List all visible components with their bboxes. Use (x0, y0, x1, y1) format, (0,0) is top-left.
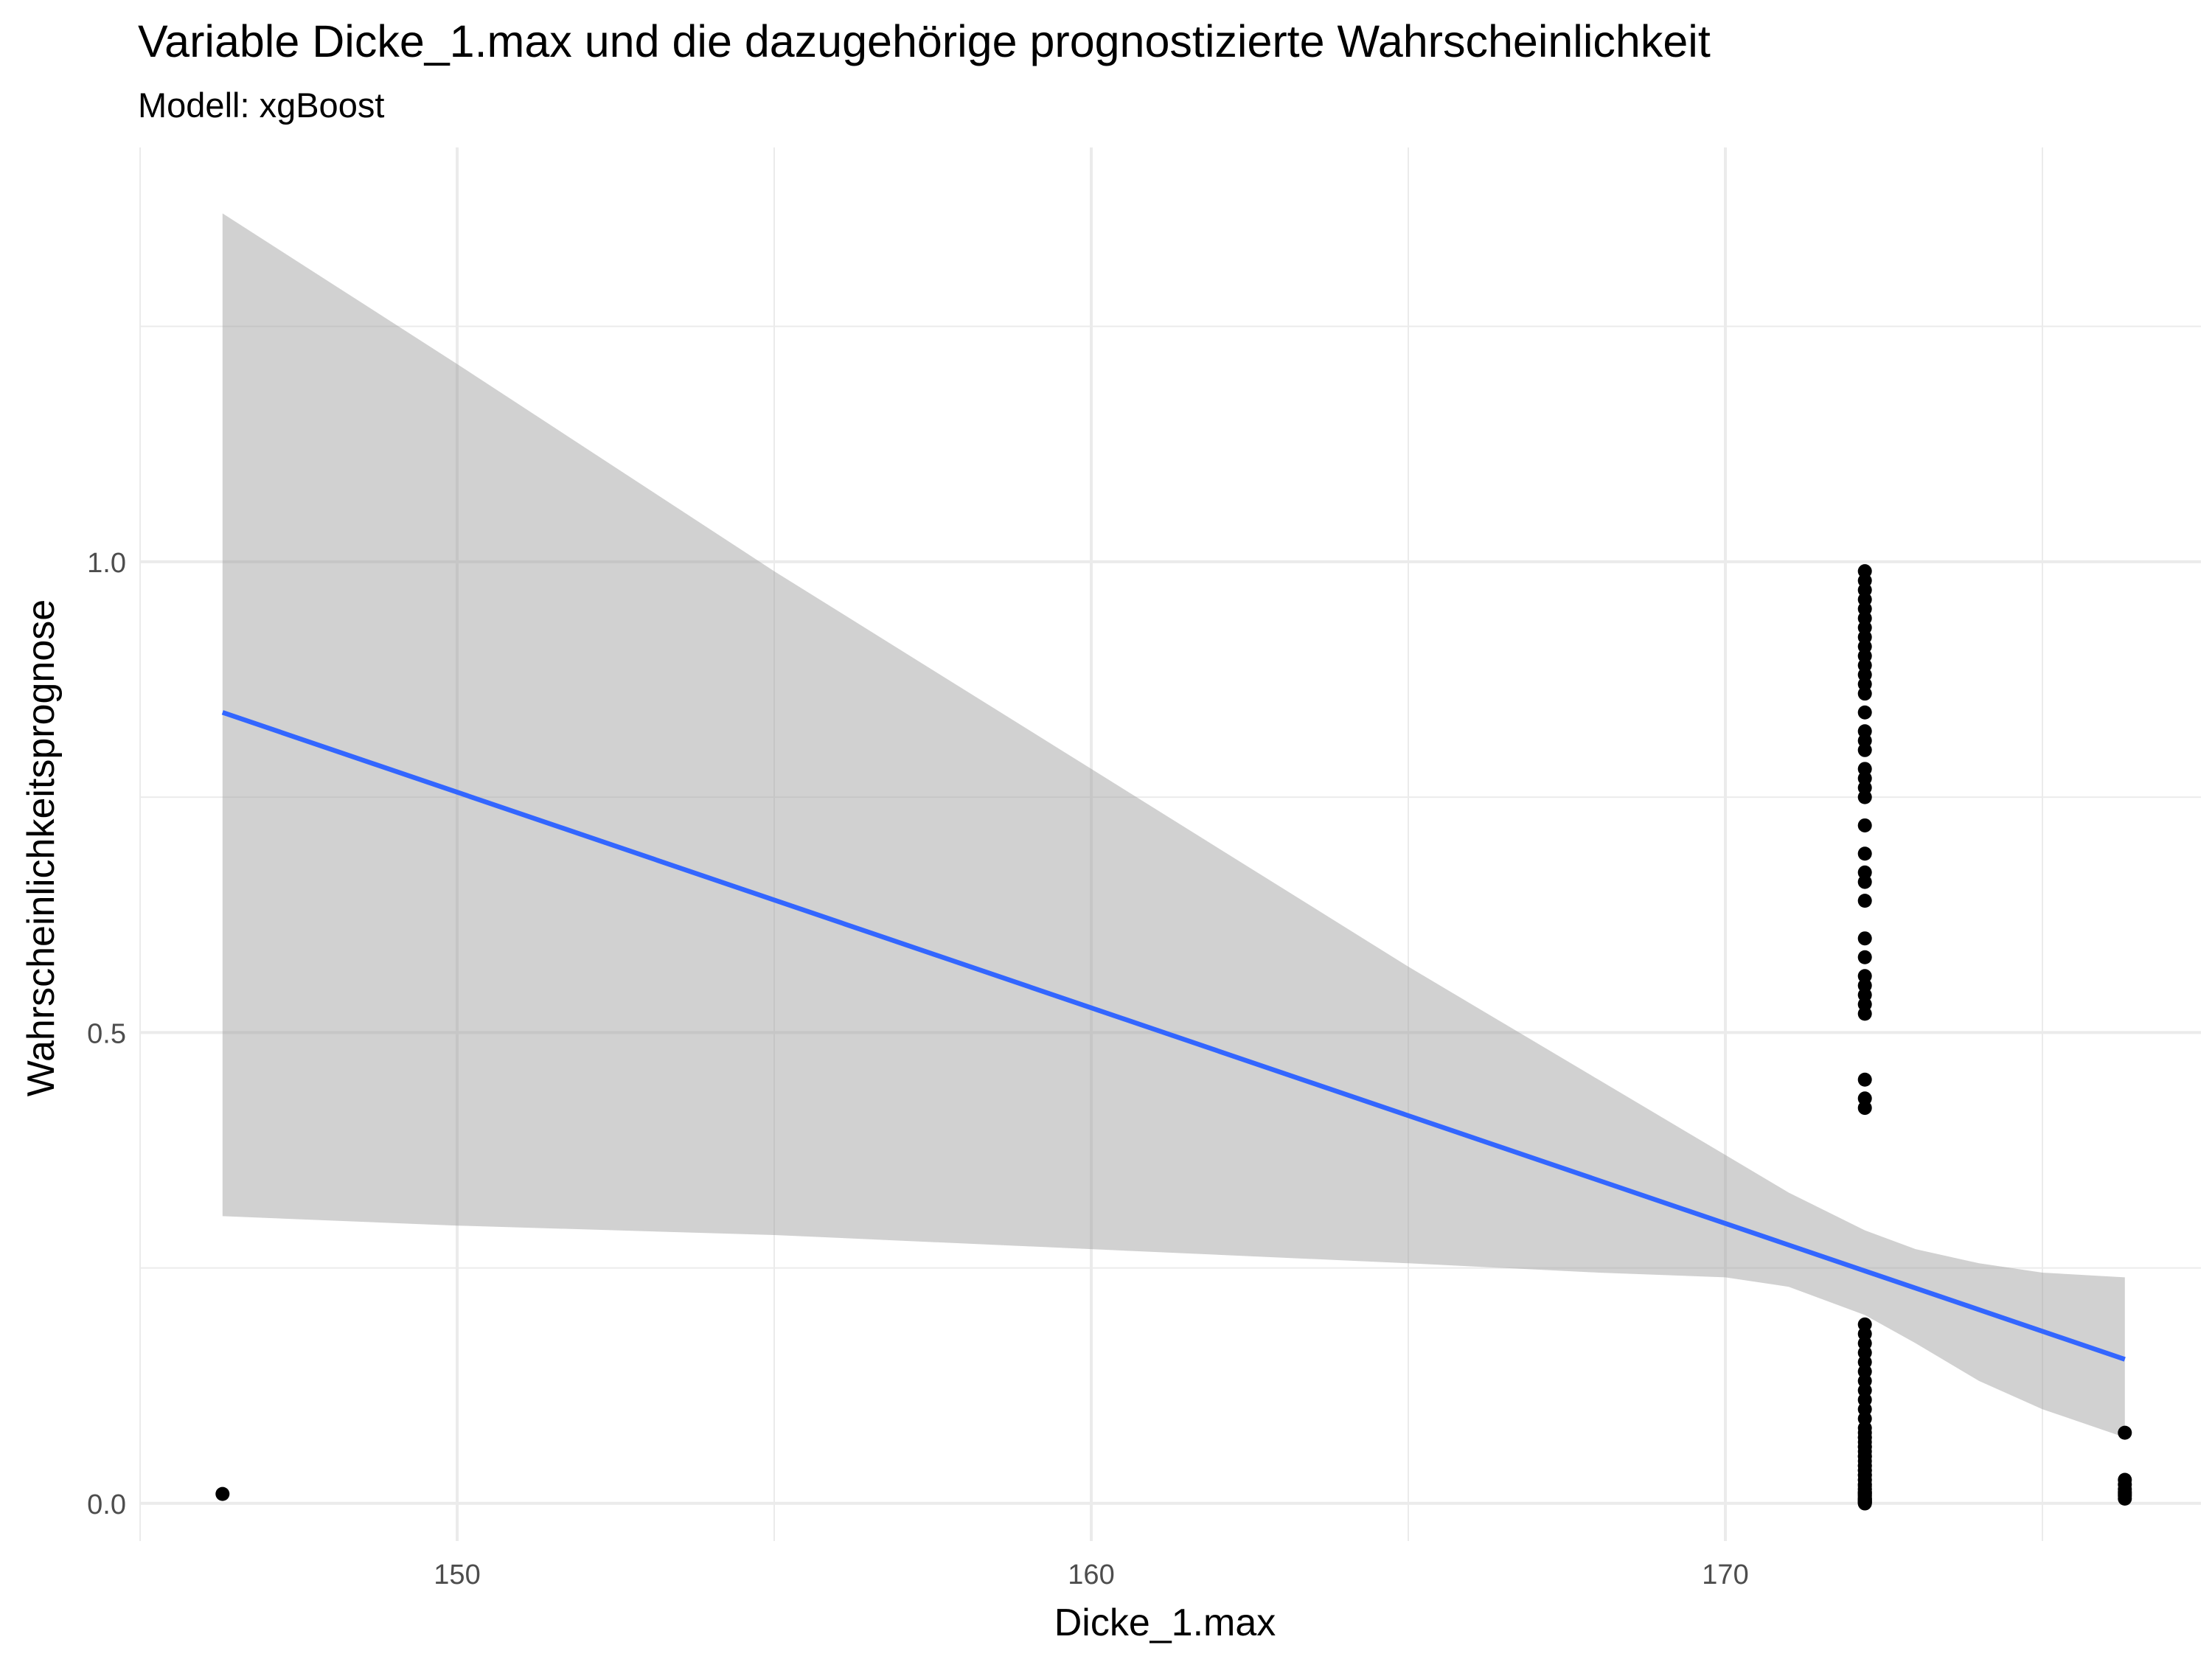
data-point (1857, 1101, 1872, 1116)
confidence-band (222, 213, 2125, 1438)
data-point (1857, 1449, 1872, 1464)
x-tick-label: 160 (1068, 1559, 1114, 1590)
data-point (1857, 1486, 1872, 1500)
grid (139, 147, 2201, 1541)
data-point (1857, 1072, 1872, 1087)
data-point (1857, 686, 1872, 701)
y-axis-label: Wahrscheinlichkeitsprognose (20, 599, 63, 1096)
chart-subtitle: Modell: xgBoost (138, 86, 384, 125)
data-point (1857, 790, 1872, 804)
data-point (1857, 874, 1872, 889)
data-point (1857, 894, 1872, 908)
x-axis-ticks: 150 160 170 (434, 1559, 1748, 1590)
data-point (1857, 846, 1872, 861)
data-point (1857, 950, 1872, 964)
data-point (1857, 742, 1872, 757)
y-tick-label: 1.0 (87, 548, 126, 579)
data-point (2118, 1492, 2132, 1506)
data-points (215, 564, 2132, 1511)
data-point (1857, 705, 1872, 720)
data-point (1857, 1496, 1872, 1511)
y-tick-label: 0.0 (87, 1489, 126, 1520)
x-tick-label: 170 (1702, 1559, 1748, 1590)
x-axis-label: Dicke_1.max (1054, 1601, 1276, 1644)
y-tick-label: 0.5 (87, 1018, 126, 1049)
data-point (2118, 1425, 2132, 1440)
data-point (1857, 818, 1872, 832)
data-point (1857, 1006, 1872, 1021)
data-point (1857, 1430, 1872, 1445)
data-point (1857, 931, 1872, 946)
data-point (215, 1486, 230, 1501)
x-tick-label: 150 (434, 1559, 480, 1590)
confidence-ribbon (222, 213, 2125, 1438)
regression-line (221, 710, 2126, 1362)
y-axis-ticks: 0.0 0.5 1.0 (87, 548, 126, 1520)
fit-line (221, 710, 2126, 1362)
chart-title: Variable Dicke_1.max und die dazugehörig… (138, 16, 1711, 66)
